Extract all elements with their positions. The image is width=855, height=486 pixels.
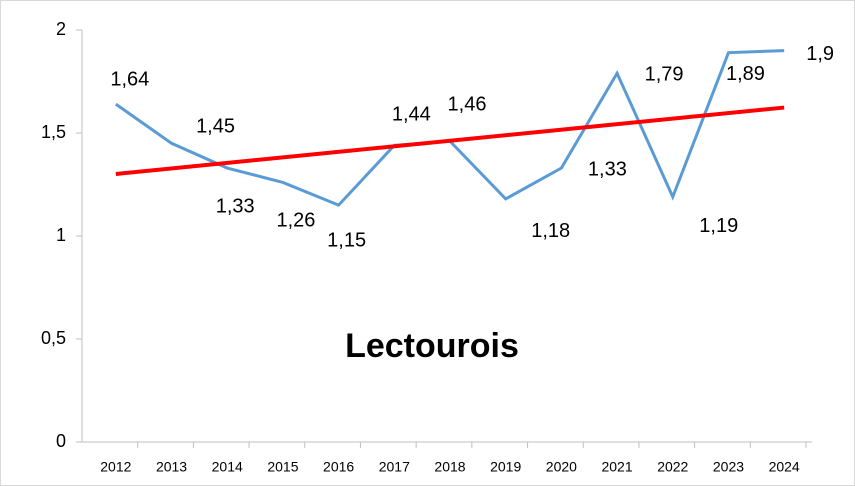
chart-title: Lectourois bbox=[345, 327, 519, 365]
x-tick-label: 2014 bbox=[212, 459, 243, 475]
y-tick-label: 2 bbox=[56, 19, 66, 39]
x-tick-label: 2020 bbox=[546, 459, 577, 475]
data-label: 1,15 bbox=[327, 229, 366, 251]
data-label: 1,89 bbox=[726, 63, 765, 85]
data-label: 1,26 bbox=[276, 210, 315, 232]
y-tick-label: 0 bbox=[56, 431, 66, 451]
data-label: 1,9 bbox=[806, 43, 834, 65]
data-label: 1,44 bbox=[392, 104, 431, 126]
x-tick-label: 2016 bbox=[323, 459, 354, 475]
x-tick-label: 2023 bbox=[713, 459, 744, 475]
y-tick-label: 1 bbox=[56, 225, 66, 245]
x-tick-label: 2019 bbox=[490, 459, 521, 475]
data-label: 1,45 bbox=[196, 116, 235, 138]
data-label: 1,64 bbox=[110, 68, 149, 90]
x-tick-label: 2018 bbox=[434, 459, 465, 475]
x-tick-label: 2024 bbox=[769, 459, 800, 475]
data-label: 1,46 bbox=[448, 94, 487, 116]
x-tick-label: 2012 bbox=[100, 459, 131, 475]
y-tick-label: 0,5 bbox=[41, 328, 66, 348]
data-label: 1,33 bbox=[588, 158, 627, 180]
data-label: 1,33 bbox=[216, 195, 255, 217]
x-tick-label: 2022 bbox=[657, 459, 688, 475]
x-tick-label: 2013 bbox=[156, 459, 187, 475]
data-label: 1,19 bbox=[699, 215, 738, 237]
y-tick-label: 1,5 bbox=[41, 122, 66, 142]
x-tick-label: 2021 bbox=[601, 459, 632, 475]
x-tick-label: 2017 bbox=[379, 459, 410, 475]
data-label: 1,18 bbox=[531, 220, 570, 242]
x-tick-label: 2015 bbox=[267, 459, 298, 475]
trend-line bbox=[115, 105, 785, 176]
data-label: 1,79 bbox=[645, 64, 684, 86]
